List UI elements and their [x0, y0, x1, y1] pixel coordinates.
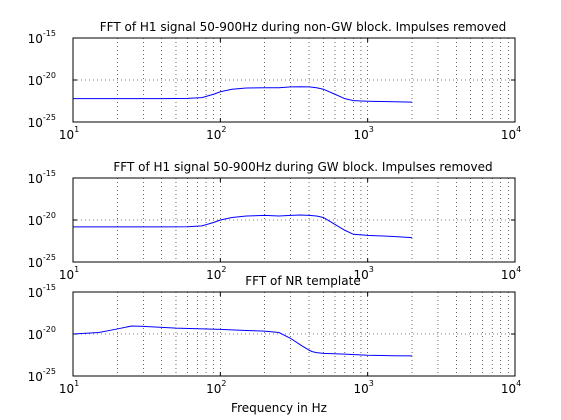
- chart-1: 101 102 103 104 10-25 10-20 10-15 FFT of H1 sig…: [28, 20, 522, 142]
- y-tick-label: 10-25: [28, 253, 56, 270]
- x-tick-label: 104: [501, 125, 521, 142]
- series-line: [73, 86, 413, 103]
- axes-frame: [72, 291, 516, 377]
- x-tick-label: 102: [206, 265, 226, 282]
- grid: [73, 292, 515, 376]
- x-tick-label: 103: [353, 379, 373, 396]
- y-tick-label: 10-25: [28, 367, 56, 384]
- x-tick-label: 102: [206, 379, 226, 396]
- y-tick-label: 10-15: [28, 283, 56, 300]
- y-tick-label: 10-25: [28, 113, 56, 130]
- chart-title: FFT of H1 signal 50-900Hz during GW bloc…: [113, 160, 492, 174]
- x-tick-label: 104: [501, 379, 521, 396]
- x-tick-label: 103: [353, 125, 373, 142]
- x-tick-label: 103: [353, 265, 373, 282]
- chart-3: 101 102 103 104 10-25 10-20 10-15 FFT of NR tem…: [28, 274, 522, 415]
- y-tick-label: 10-20: [28, 71, 56, 88]
- y-tick-label: 10-15: [28, 169, 56, 186]
- series-line: [73, 214, 413, 239]
- chart-2: 101 102 103 104 10-25 10-20 10-15 FFT of H1 sig…: [28, 160, 522, 282]
- x-tick-label: 101: [59, 379, 79, 396]
- axes-frame: [72, 177, 516, 263]
- x-tick-label: 101: [59, 125, 79, 142]
- grid: [73, 38, 515, 122]
- y-tick-label: 10-20: [28, 325, 56, 342]
- y-tick-label: 10-15: [28, 29, 56, 46]
- chart-title: FFT of NR template: [245, 274, 360, 288]
- grid: [73, 178, 515, 262]
- x-tick-label: 102: [206, 125, 226, 142]
- chart-title: FFT of H1 signal 50-900Hz during non-GW …: [100, 20, 507, 34]
- series-line: [72, 325, 413, 357]
- x-axis-label: Frequency in Hz: [231, 401, 327, 415]
- x-tick-label: 101: [59, 265, 79, 282]
- y-tick-label: 10-20: [28, 211, 56, 228]
- axes-frame: [72, 37, 516, 123]
- x-tick-label: 104: [501, 265, 521, 282]
